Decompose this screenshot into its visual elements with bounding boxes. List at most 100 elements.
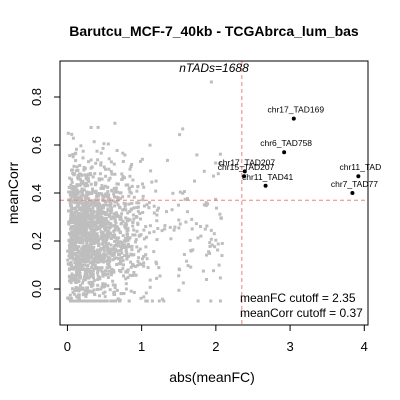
background-point bbox=[72, 207, 76, 210]
background-point bbox=[126, 211, 130, 215]
background-point bbox=[107, 247, 111, 251]
background-point bbox=[77, 217, 81, 221]
background-point bbox=[144, 291, 148, 295]
background-point bbox=[80, 187, 84, 191]
background-point bbox=[135, 189, 139, 193]
background-point bbox=[93, 172, 97, 176]
background-point bbox=[217, 263, 221, 267]
background-point bbox=[74, 151, 78, 155]
background-point bbox=[116, 243, 120, 247]
background-point bbox=[188, 238, 192, 242]
background-point bbox=[71, 257, 75, 261]
background-point bbox=[142, 228, 146, 232]
background-point bbox=[116, 182, 120, 186]
background-point bbox=[156, 227, 160, 230]
background-point bbox=[83, 209, 87, 212]
background-point bbox=[79, 226, 83, 230]
background-point bbox=[138, 247, 142, 251]
background-point bbox=[142, 264, 146, 268]
background-point bbox=[110, 269, 114, 273]
background-point bbox=[89, 182, 93, 186]
background-point bbox=[81, 293, 85, 297]
background-point bbox=[140, 262, 144, 266]
background-point bbox=[108, 265, 112, 269]
background-point bbox=[102, 246, 106, 250]
background-point bbox=[96, 158, 100, 162]
background-point bbox=[124, 287, 128, 291]
background-point bbox=[97, 260, 101, 264]
background-point bbox=[142, 237, 146, 241]
background-point bbox=[96, 221, 100, 225]
background-point bbox=[75, 273, 79, 277]
background-point bbox=[79, 241, 83, 245]
background-point bbox=[82, 299, 86, 303]
background-point bbox=[124, 183, 128, 187]
background-point bbox=[94, 215, 98, 219]
background-point bbox=[69, 242, 73, 246]
background-point bbox=[160, 229, 164, 233]
background-point bbox=[140, 157, 144, 161]
background-point bbox=[98, 257, 102, 261]
background-point bbox=[99, 163, 103, 167]
background-point bbox=[103, 295, 107, 299]
y-tick-label: 0.0 bbox=[29, 280, 44, 298]
background-point bbox=[84, 198, 88, 202]
background-point bbox=[106, 209, 110, 213]
background-point bbox=[89, 243, 93, 247]
background-point bbox=[89, 173, 93, 177]
background-point bbox=[131, 233, 135, 237]
background-point bbox=[117, 252, 121, 256]
background-point bbox=[177, 226, 181, 230]
background-point bbox=[93, 227, 97, 231]
background-point bbox=[83, 182, 87, 186]
background-point bbox=[79, 283, 82, 287]
background-point bbox=[190, 227, 194, 231]
background-point bbox=[88, 203, 92, 207]
background-point bbox=[93, 181, 97, 185]
background-point bbox=[163, 224, 167, 228]
background-point bbox=[147, 206, 151, 210]
background-point bbox=[205, 224, 209, 228]
background-point bbox=[98, 252, 102, 255]
background-point bbox=[142, 185, 146, 189]
background-point bbox=[81, 241, 85, 245]
background-point bbox=[91, 269, 95, 273]
background-point bbox=[123, 224, 127, 228]
background-point bbox=[118, 256, 122, 260]
background-point bbox=[110, 172, 114, 176]
background-point bbox=[96, 255, 100, 259]
background-point bbox=[66, 131, 70, 135]
background-point bbox=[141, 211, 145, 214]
background-point bbox=[202, 169, 206, 173]
background-point bbox=[84, 194, 88, 198]
background-point bbox=[71, 153, 75, 156]
background-point bbox=[134, 240, 137, 244]
background-point bbox=[91, 273, 95, 277]
background-point bbox=[93, 233, 96, 236]
background-point bbox=[155, 262, 159, 266]
background-point bbox=[85, 203, 89, 207]
background-point bbox=[177, 203, 180, 207]
background-point bbox=[169, 237, 173, 241]
background-point bbox=[66, 249, 70, 253]
background-point bbox=[68, 250, 72, 254]
background-point bbox=[100, 177, 104, 181]
background-point bbox=[148, 143, 152, 147]
background-point bbox=[81, 179, 85, 183]
background-point bbox=[183, 197, 187, 201]
background-point bbox=[145, 235, 148, 239]
background-point bbox=[165, 210, 168, 214]
background-point bbox=[84, 246, 88, 250]
background-point bbox=[119, 270, 123, 274]
background-point bbox=[86, 289, 90, 293]
background-point bbox=[119, 262, 123, 266]
background-point bbox=[84, 213, 88, 217]
background-point bbox=[152, 230, 156, 234]
background-point bbox=[77, 215, 81, 219]
background-point bbox=[88, 261, 92, 265]
background-point bbox=[116, 195, 120, 199]
background-point bbox=[106, 193, 110, 197]
background-point bbox=[109, 224, 113, 228]
background-point bbox=[199, 225, 202, 228]
background-point bbox=[100, 233, 104, 237]
